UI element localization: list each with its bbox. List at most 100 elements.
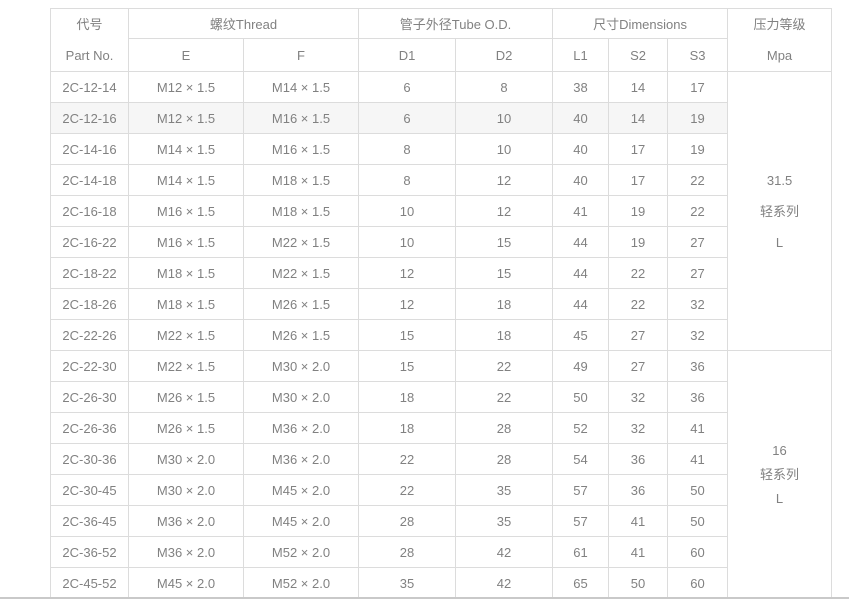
- cell-s3: 22: [667, 195, 729, 227]
- cell-s3: 19: [667, 102, 729, 134]
- cell-s2: 14: [608, 71, 669, 103]
- cell-s3: 50: [667, 505, 729, 537]
- cell-part: 2C-18-26: [50, 288, 129, 320]
- cell-d2: 15: [455, 257, 554, 289]
- cell-l1: 65: [552, 567, 610, 599]
- cell-f: M30 × 2.0: [242, 381, 360, 413]
- header-part-no-en: Part No.: [65, 48, 114, 63]
- cell-f: M52 × 2.0: [242, 536, 360, 568]
- cell-part: 2C-30-45: [50, 474, 129, 506]
- cell-d1: 6: [358, 71, 457, 103]
- cell-d1: 15: [358, 350, 457, 382]
- cell-e: M18 × 1.5: [128, 288, 244, 320]
- cell-d1: 12: [358, 288, 457, 320]
- cell-s3: 27: [667, 226, 729, 258]
- cell-d1: 22: [358, 443, 457, 475]
- cell-d1: 6: [358, 102, 457, 134]
- cell-e: M14 × 1.5: [128, 164, 244, 196]
- table-row: 2C-26-30 M26 × 1.5 M30 × 2.0 18 22 50 32 36: [50, 381, 832, 413]
- header-col-s2: S2: [608, 38, 669, 72]
- pressure-rating-line: 轻系列: [760, 203, 800, 219]
- header-dimensions-group: 尺寸Dimensions: [552, 7, 729, 40]
- header-col-l1: L1: [552, 38, 610, 72]
- table-row: 2C-30-36 M30 × 2.0 M36 × 2.0 22 28 54 36 41: [50, 443, 832, 475]
- cell-l1: 52: [552, 412, 610, 444]
- cell-s3: 41: [667, 443, 729, 475]
- cell-part: 2C-18-22: [50, 257, 129, 289]
- cell-e: M16 × 1.5: [128, 226, 244, 258]
- header-part-no-zh: 代号: [76, 17, 103, 32]
- cell-d1: 18: [358, 412, 457, 444]
- cell-d2: 8: [455, 71, 554, 103]
- cell-part: 2C-12-14: [50, 71, 129, 103]
- table-row: 2C-18-22 M18 × 1.5 M22 × 1.5 12 15 44 22 27: [50, 257, 832, 289]
- cell-l1: 38: [552, 71, 610, 103]
- header-col-e: E: [128, 38, 244, 72]
- header-thread-group: 螺纹Thread: [127, 7, 360, 40]
- cell-e: M14 × 1.5: [128, 133, 244, 165]
- cell-s2: 41: [608, 536, 669, 568]
- cell-e: M26 × 1.5: [128, 412, 244, 444]
- cell-e: M12 × 1.5: [128, 71, 244, 103]
- cell-f: M18 × 1.5: [242, 164, 360, 196]
- cell-d2: 42: [455, 536, 554, 568]
- cell-e: M30 × 2.0: [128, 474, 244, 506]
- cell-f: M36 × 2.0: [242, 412, 360, 444]
- cell-d2: 10: [455, 102, 554, 134]
- cell-d2: 18: [455, 288, 554, 320]
- cell-f: M14 × 1.5: [242, 71, 360, 103]
- table-row: 2C-22-26 M22 × 1.5 M26 × 1.5 15 18 45 27 32: [50, 319, 832, 351]
- cell-s2: 22: [608, 257, 669, 289]
- cell-e: M26 × 1.5: [128, 381, 244, 413]
- cell-d2: 35: [455, 474, 554, 506]
- cell-l1: 57: [552, 505, 610, 537]
- cell-l1: 44: [552, 288, 610, 320]
- cell-part: 2C-36-45: [50, 505, 129, 537]
- table-row: 2C-12-16 M12 × 1.5 M16 × 1.5 6 10 40 14 19: [50, 102, 832, 134]
- cell-e: M36 × 2.0: [128, 505, 244, 537]
- cell-l1: 50: [552, 381, 610, 413]
- cell-d1: 28: [358, 536, 457, 568]
- table-row: 2C-16-22 M16 × 1.5 M22 × 1.5 10 15 44 19 27: [50, 226, 832, 258]
- table-header: 代号 Part No. 螺纹Thread 管子外径Tube O.D. 尺寸Dim…: [50, 7, 833, 72]
- cell-s2: 36: [608, 443, 669, 475]
- cell-s3: 32: [667, 288, 729, 320]
- cell-s2: 32: [608, 381, 669, 413]
- cell-f: M18 × 1.5: [242, 195, 360, 227]
- cell-s2: 22: [608, 288, 669, 320]
- cell-part: 2C-14-18: [50, 164, 129, 196]
- cell-s2: 19: [608, 195, 669, 227]
- table-row: 2C-45-52 M45 × 2.0 M52 × 2.0 35 42 65 50 60: [50, 567, 832, 599]
- cell-s2: 50: [608, 567, 669, 599]
- cell-f: M52 × 2.0: [242, 567, 360, 599]
- cell-l1: 44: [552, 226, 610, 258]
- cell-e: M45 × 2.0: [128, 567, 244, 599]
- cell-part: 2C-30-36: [50, 443, 129, 475]
- cell-d2: 18: [455, 319, 554, 351]
- header-part-no: 代号 Part No.: [50, 8, 129, 72]
- cell-d1: 10: [358, 195, 457, 227]
- cell-e: M30 × 2.0: [128, 443, 244, 475]
- cell-l1: 44: [552, 257, 610, 289]
- cell-d2: 35: [455, 505, 554, 537]
- cell-l1: 40: [552, 133, 610, 165]
- header-pressure-zh: 压力等级: [753, 17, 806, 32]
- cell-part: 2C-45-52: [50, 567, 129, 599]
- cell-l1: 57: [552, 474, 610, 506]
- cell-s2: 19: [608, 226, 669, 258]
- cell-s3: 60: [667, 536, 729, 568]
- section-divider: [0, 597, 849, 599]
- header-tube-od-group: 管子外径Tube O.D.: [358, 7, 554, 40]
- cell-d1: 10: [358, 226, 457, 258]
- cell-part: 2C-16-22: [50, 226, 129, 258]
- pressure-rating-line: 16: [772, 442, 787, 458]
- cell-d2: 28: [455, 412, 554, 444]
- cell-s2: 41: [608, 505, 669, 537]
- cell-part: 2C-26-36: [50, 412, 129, 444]
- cell-part: 2C-36-52: [50, 536, 129, 568]
- header-pressure: 压力等级 Mpa: [727, 8, 833, 72]
- table-row: 2C-36-45 M36 × 2.0 M45 × 2.0 28 35 57 41 50: [50, 505, 832, 537]
- cell-l1: 54: [552, 443, 610, 475]
- cell-e: M36 × 2.0: [128, 536, 244, 568]
- pressure-rating-line: 轻系列: [760, 466, 800, 482]
